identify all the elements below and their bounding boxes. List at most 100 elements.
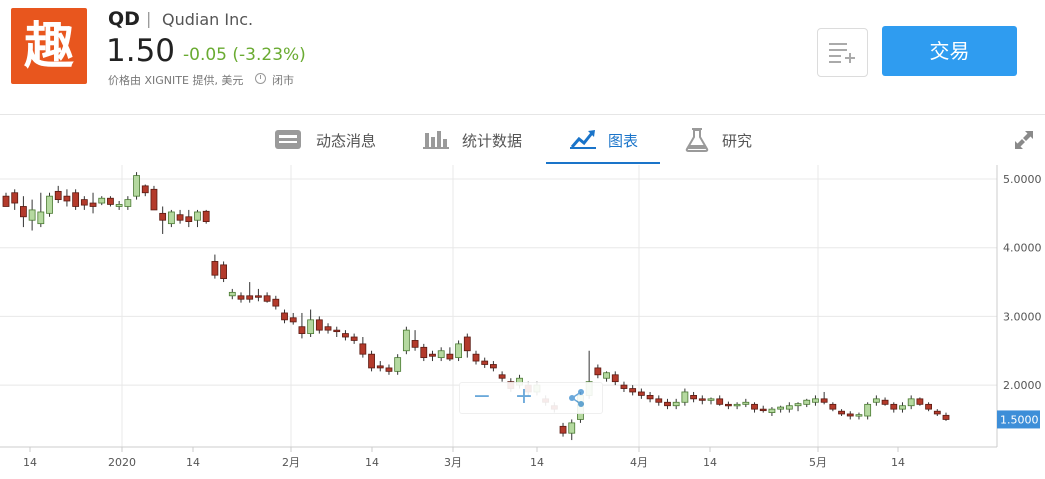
- candle-body: [263, 295, 271, 302]
- candle-body: [916, 398, 924, 405]
- zoom-in-button[interactable]: +: [514, 384, 534, 409]
- candle-body: [655, 398, 663, 403]
- flask-icon: [685, 128, 709, 152]
- candle-body: [777, 406, 785, 410]
- candle-body: [942, 414, 950, 420]
- tab-statistics[interactable]: 统计数据: [420, 115, 540, 164]
- line-chart-icon: [570, 130, 596, 149]
- y-tick-label: 3.0000: [1003, 310, 1042, 323]
- candle-body: [89, 202, 97, 207]
- candle-body: [446, 353, 454, 360]
- candle-body: [698, 398, 706, 401]
- candle-body: [46, 195, 53, 214]
- candle-body: [141, 185, 149, 194]
- candle-body: [220, 264, 227, 280]
- candle-body: [768, 408, 776, 413]
- candle-body: [872, 398, 880, 403]
- x-tick-label: 14: [186, 456, 200, 469]
- price-chart[interactable]: 5.0000 4.0000 3.0000 2.0000 14 2020 14 2月 14 3月 14…: [0, 165, 1045, 479]
- zoom-out-button[interactable]: −: [472, 384, 492, 409]
- candle-body: [255, 295, 262, 298]
- candle-body: [890, 403, 898, 410]
- candle-body: [159, 212, 167, 221]
- candle-body: [568, 422, 576, 434]
- candle-body: [298, 326, 306, 334]
- stock-header: 趣 QD | Qudian Inc. 1.50 -0.05 (-3.23%) 价…: [0, 0, 1045, 115]
- x-tick-label: 4月: [630, 456, 648, 469]
- candle-body: [751, 403, 758, 410]
- candle-body: [803, 399, 811, 405]
- candle-body: [54, 190, 62, 201]
- candle-body: [925, 403, 932, 410]
- company-logo: 趣: [11, 8, 87, 84]
- candle-body: [594, 367, 602, 376]
- x-tick-label: 14: [23, 456, 37, 469]
- candle-body: [603, 372, 610, 379]
- candle-body: [481, 360, 489, 365]
- expand-icon[interactable]: [1013, 129, 1035, 151]
- x-tick-label: 5月: [809, 456, 827, 469]
- candle-body: [2, 195, 10, 207]
- price-change: -0.05 (-3.23%): [183, 45, 306, 65]
- candle-body: [672, 401, 680, 407]
- x-tick-label: 14: [365, 456, 379, 469]
- candle-body: [455, 343, 462, 359]
- y-tick-label: 5.0000: [1003, 173, 1042, 186]
- candle-body: [342, 333, 349, 338]
- candle-body: [272, 298, 280, 307]
- candle-body: [98, 197, 106, 204]
- tab-chart-label: 图表: [608, 132, 639, 150]
- candle-body: [716, 398, 724, 405]
- candle-body: [176, 214, 184, 221]
- candle-body: [681, 391, 689, 403]
- candle-body: [838, 410, 845, 415]
- y-tick-label: 2.0000: [1003, 379, 1042, 392]
- candle-body: [28, 209, 36, 221]
- add-to-watchlist-button[interactable]: [817, 28, 868, 77]
- active-tab-indicator: [546, 162, 660, 164]
- tab-bar: 动态消息 统计数据 图表 研究: [0, 115, 1045, 164]
- x-tick-label: 14: [703, 456, 717, 469]
- bar-chart-icon: [423, 131, 449, 149]
- tab-news-label: 动态消息: [316, 132, 377, 150]
- candle-body: [194, 211, 201, 221]
- candle-body: [150, 188, 158, 211]
- candle-body: [429, 353, 436, 357]
- candle-body: [829, 403, 837, 410]
- zoom-controls: − +: [459, 382, 603, 414]
- last-price-label: 1.5000: [1000, 413, 1039, 426]
- tab-chart[interactable]: 图表: [546, 115, 660, 164]
- candle-body: [37, 211, 45, 225]
- candle-body: [368, 353, 375, 369]
- tab-news[interactable]: 动态消息: [270, 115, 390, 164]
- trade-button[interactable]: 交易: [882, 26, 1017, 76]
- tab-statistics-label: 统计数据: [462, 132, 523, 150]
- candle-body: [237, 295, 245, 300]
- market-status: 闭市: [272, 74, 294, 87]
- ticker-symbol: QD: [108, 8, 140, 30]
- x-tick-label: 2020: [108, 456, 136, 469]
- candle-body: [420, 346, 428, 359]
- candle-body: [846, 413, 854, 417]
- candle-body: [820, 398, 828, 403]
- candle-body: [864, 403, 872, 417]
- last-price-tag: [997, 410, 1040, 429]
- candle-body: [742, 401, 750, 405]
- candle-body: [228, 291, 236, 297]
- tab-research[interactable]: 研究: [684, 115, 774, 164]
- x-tick-label: 3月: [444, 456, 462, 469]
- candle-body: [202, 210, 210, 222]
- candle-body: [315, 319, 323, 331]
- candle-body: [907, 398, 915, 407]
- tab-research-label: 研究: [722, 132, 753, 150]
- candle-body: [324, 326, 332, 331]
- candle-body: [20, 206, 27, 218]
- candle-body: [881, 399, 889, 405]
- candle-body: [72, 192, 80, 207]
- share-icon[interactable]: [568, 389, 586, 407]
- candle-body: [281, 312, 288, 321]
- candle-body: [812, 398, 819, 403]
- company-name: Qudian Inc.: [162, 10, 254, 29]
- candle-body: [733, 403, 741, 407]
- header-divider: [0, 114, 1045, 115]
